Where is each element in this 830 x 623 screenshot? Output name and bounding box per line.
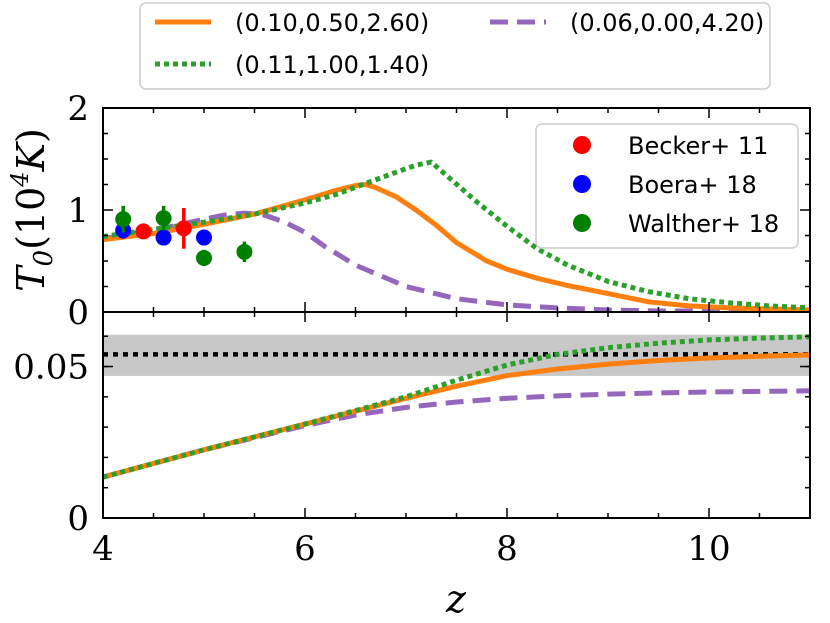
ylabel-sup: 4 [6, 171, 34, 187]
y-axis-label: T0(104K) [6, 128, 59, 292]
top-line-solid [103, 182, 810, 312]
x-tick-label: 8 [496, 529, 518, 569]
bottom-series-group [103, 334, 810, 480]
y-tick-label: 0 [67, 293, 89, 333]
x-axis-label: z [445, 577, 467, 621]
data-point [196, 249, 212, 266]
x-tick-label: 10 [687, 529, 730, 569]
data-point [196, 229, 212, 246]
x-tick-label: 6 [294, 529, 316, 569]
y-tick-label: 2 [67, 89, 89, 129]
y-tick-label: 0.05 [13, 348, 89, 388]
legend-marker [573, 175, 591, 193]
data-point [175, 220, 192, 237]
top-line-dotted [103, 159, 810, 311]
figure-legend-label: (0.11,1.00,1.40) [235, 51, 429, 79]
bottom-line-dashed [103, 388, 810, 480]
data-point [155, 210, 172, 227]
ylabel-unit: K [9, 140, 53, 172]
legend-marker [573, 214, 591, 232]
legend-marker [573, 136, 591, 154]
data-point [155, 229, 172, 246]
legend-label: Boera+ 18 [628, 171, 757, 199]
y-tick-label: 0 [67, 499, 89, 539]
legend-label: Walther+ 18 [628, 210, 779, 238]
ylabel-sub: 0 [29, 250, 59, 267]
bottom-line-dotted [103, 334, 810, 480]
observation-legend-box [535, 123, 799, 249]
y-tick-label: 1 [67, 191, 89, 231]
data-point [115, 211, 132, 228]
ylabel-main: T [9, 264, 53, 292]
figure-legend-box [139, 2, 771, 90]
data-point [236, 243, 253, 260]
legend-label: Becker+ 11 [628, 132, 768, 160]
x-tick-label: 4 [92, 529, 114, 569]
figure-legend-label: (0.10,0.50,2.60) [235, 9, 429, 37]
ylabel-close: ) [9, 128, 53, 143]
figure-legend-label: (0.06,0.00,4.20) [570, 9, 764, 37]
ylabel-open: (10 [9, 187, 53, 250]
data-point [135, 223, 152, 240]
